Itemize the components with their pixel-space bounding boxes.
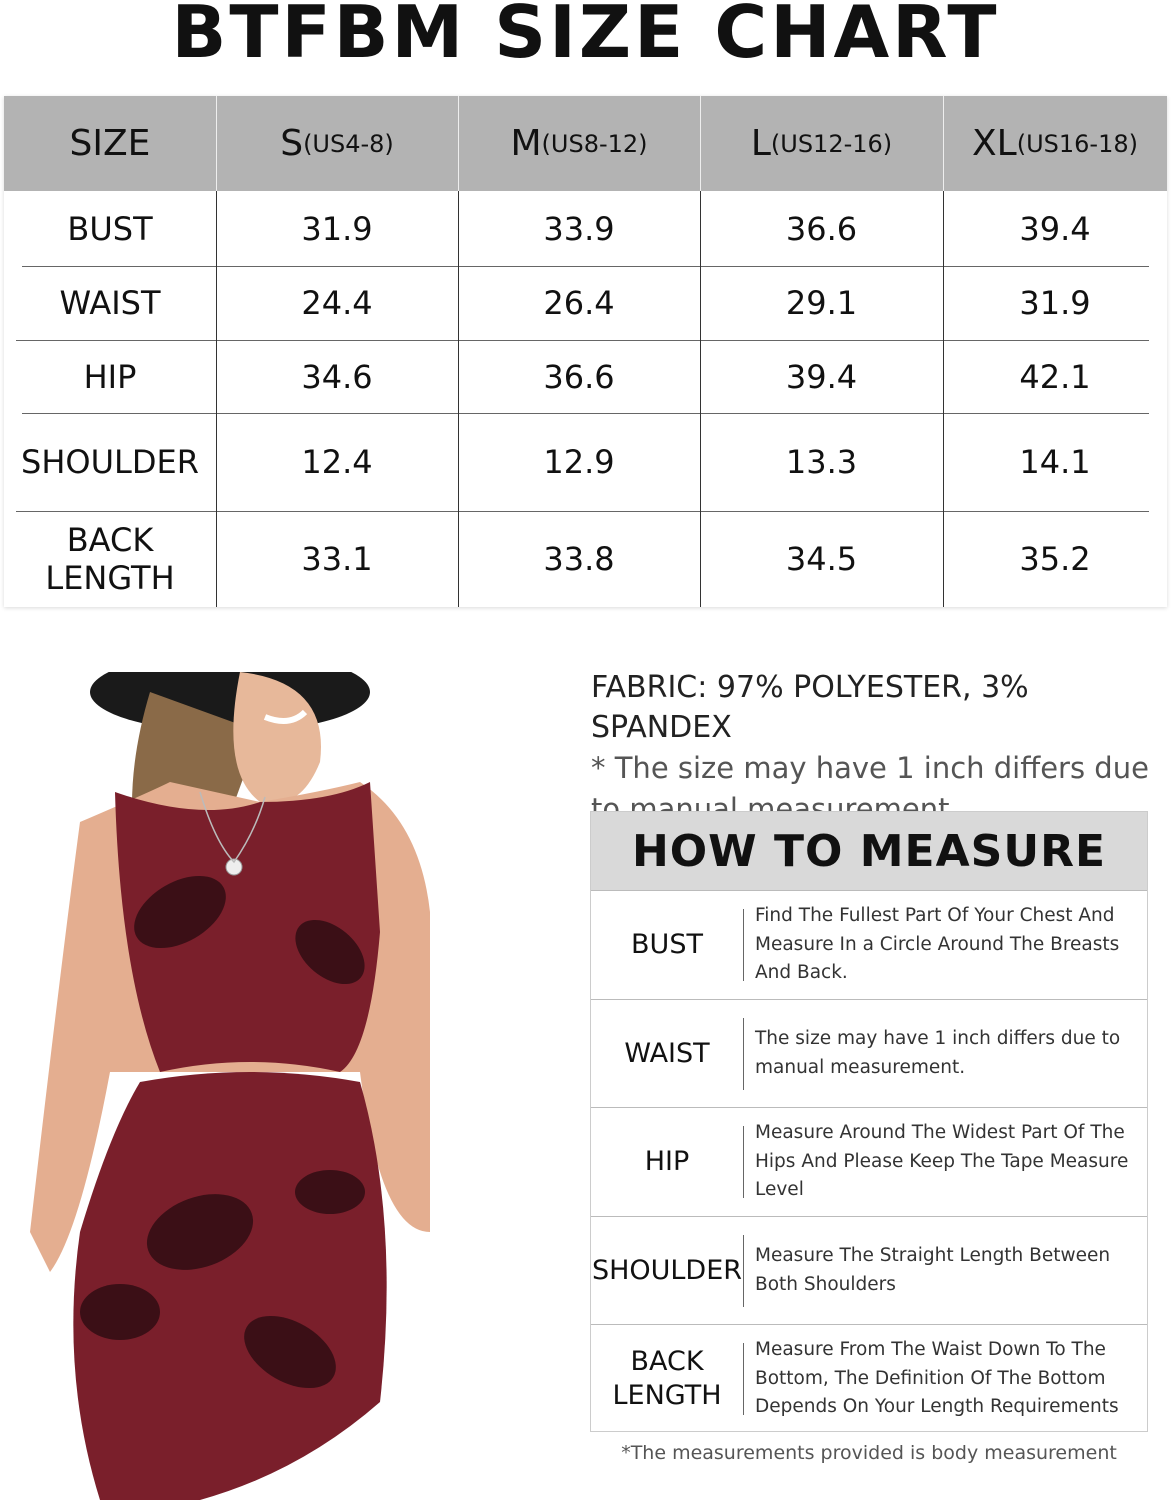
fabric-info: FABRIC: 97% POLYESTER, 3% SPANDEX * The … <box>591 668 1171 830</box>
measurement-cell: 34.6 <box>301 357 373 396</box>
measurement-cell: 31.9 <box>1019 284 1091 322</box>
header-divider <box>700 96 701 191</box>
measurement-cell: 36.6 <box>543 357 615 396</box>
measure-label: WAIST <box>624 1037 710 1069</box>
measure-divider <box>743 1017 744 1090</box>
column-header: L (US12-16) <box>700 96 943 191</box>
fabric-value: 97% POLYESTER, 3% SPANDEX <box>591 670 1029 745</box>
measure-instructions: Find The Fullest Part Of Your Chest And … <box>755 905 1120 984</box>
measurement-cell: 24.4 <box>301 284 373 322</box>
measure-row: WAIST The size may have 1 inch differs du… <box>591 998 1147 1108</box>
column-header: SIZE <box>4 96 216 191</box>
measure-divider <box>743 1343 744 1415</box>
measurement-cell: 26.4 <box>543 284 615 322</box>
row-divider <box>22 266 1149 267</box>
measurement-cell: 39.4 <box>785 357 858 396</box>
how-to-measure-table: HOW TO MEASURE BUST Find The Fullest Part… <box>590 811 1148 1432</box>
dress-top <box>115 782 380 1072</box>
column-header: XL (US16-18) <box>943 96 1167 191</box>
column-divider <box>216 191 217 607</box>
measurement-cell: 39.4 <box>1019 209 1091 248</box>
measurement-cell: 33.1 <box>301 540 373 578</box>
measurement-cell: 33.9 <box>543 209 615 248</box>
measure-instructions: Measure The Straight Length Between Both… <box>755 1245 1111 1295</box>
size-table: SIZE S (US4-8) M (US8-12) L (US12-16) XL (US16-1… <box>4 96 1167 607</box>
measure-row: BUST Find The Fullest Part Of Your Chest … <box>591 890 1147 999</box>
measure-label: SHOULDER <box>591 1254 743 1286</box>
measure-instructions: The size may have 1 inch differs due to … <box>755 1028 1121 1078</box>
measurement-cell: 42.1 <box>1019 357 1091 396</box>
measurement-cell: 12.4 <box>301 443 373 481</box>
column-header: S (US4-8) <box>216 96 458 191</box>
page-title: BTFBM SIZE CHART <box>171 0 1000 74</box>
measure-label: BUST <box>631 929 703 960</box>
column-divider <box>700 191 701 607</box>
size-label: L <box>750 122 771 164</box>
measure-label: HIP <box>644 1146 690 1177</box>
measurement-cell: 35.2 <box>1019 540 1091 578</box>
header-divider <box>943 96 944 191</box>
measure-divider <box>743 909 744 981</box>
header-divider <box>458 96 459 191</box>
row-label: BUST <box>67 209 153 248</box>
how-to-measure-title: HOW TO MEASURE <box>591 812 1147 890</box>
measure-row: HIP Measure Around The Widest Part Of The… <box>591 1107 1147 1216</box>
row-label: BACK LENGTH <box>45 521 175 597</box>
header-divider <box>216 96 217 191</box>
measurement-cell: 31.9 <box>301 209 373 248</box>
size-label: XL <box>972 122 1017 164</box>
us-size-range: (US8-12) <box>541 129 648 158</box>
measurement-cell: 34.5 <box>785 540 858 578</box>
measure-instructions: Measure From The Waist Down To The Botto… <box>755 1339 1119 1418</box>
size-label: S <box>280 122 304 164</box>
measurement-cell: 14.1 <box>1019 443 1091 481</box>
measurement-cell: 13.3 <box>785 443 858 481</box>
measure-instructions: Measure Around The Widest Part Of The Hi… <box>755 1122 1129 1201</box>
measure-divider <box>743 1126 744 1198</box>
row-divider <box>22 413 1149 414</box>
measure-row: BACK LENGTH Measure From The Waist Down T… <box>591 1324 1147 1433</box>
measurement-cell: 36.6 <box>785 209 858 248</box>
column-divider <box>943 191 944 607</box>
us-size-range: (US12-16) <box>770 129 893 158</box>
model-photo <box>0 672 560 1500</box>
face <box>233 672 321 804</box>
measurement-cell: 29.1 <box>785 284 858 322</box>
measure-divider <box>743 1234 744 1307</box>
size-label: SIZE <box>69 122 151 164</box>
measure-label: BACK LENGTH <box>612 1346 722 1411</box>
footnote: *The measurements provided is body measu… <box>621 1442 1117 1464</box>
fabric-label: FABRIC: <box>591 670 708 705</box>
row-label: WAIST <box>59 284 161 322</box>
row-divider <box>16 340 1149 341</box>
column-divider <box>458 191 459 607</box>
size-label: M <box>510 122 542 164</box>
row-label: SHOULDER <box>21 443 199 481</box>
us-size-range: (US16-18) <box>1016 129 1138 158</box>
us-size-range: (US4-8) <box>303 129 394 158</box>
table-header <box>4 96 1167 191</box>
measurement-cell: 12.9 <box>543 443 615 481</box>
row-label: HIP <box>83 357 137 396</box>
measurement-cell: 33.8 <box>543 540 615 578</box>
model-illustration <box>30 672 430 1500</box>
row-divider <box>16 511 1149 512</box>
column-header: M (US8-12) <box>458 96 700 191</box>
measure-row: SHOULDER Measure The Straight Length Betw… <box>591 1215 1147 1325</box>
